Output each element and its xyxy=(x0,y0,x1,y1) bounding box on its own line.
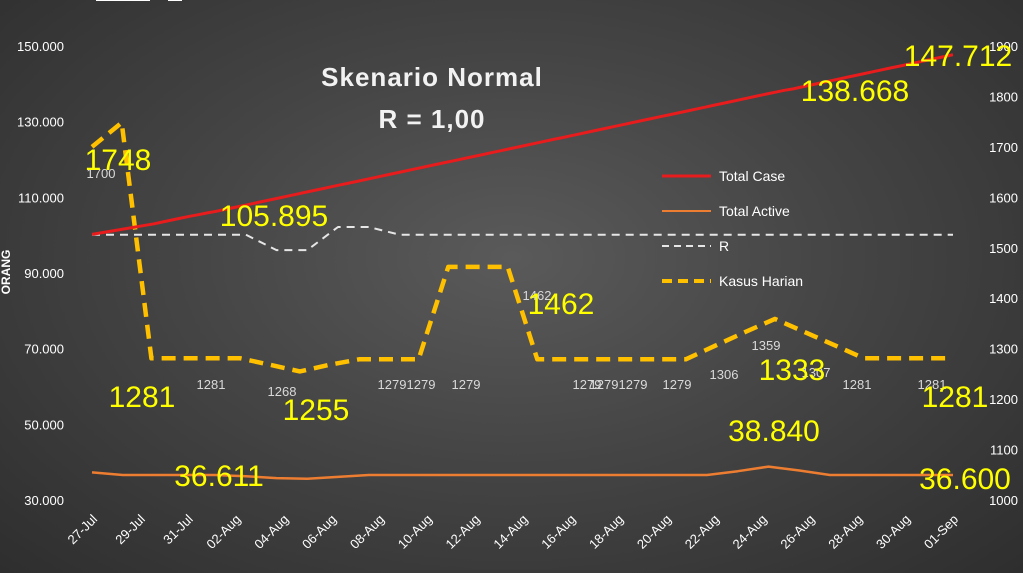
x-tick-label: 06-Aug xyxy=(299,512,339,552)
left-tick-label: 90.000 xyxy=(24,266,64,281)
right-tick-label: 1500 xyxy=(989,241,1018,256)
data-label-big: 1462 xyxy=(528,288,595,321)
left-tick-label: 30.000 xyxy=(24,493,64,508)
data-label-big: 138.668 xyxy=(801,75,909,108)
data-label-small: 1279 xyxy=(573,377,602,392)
x-tick-label: 29-Jul xyxy=(112,511,148,547)
right-tick-label: 1300 xyxy=(989,342,1018,357)
data-label-big: 1255 xyxy=(283,394,350,427)
right-tick-label: 1700 xyxy=(989,140,1018,155)
series-line-kasus-harian xyxy=(90,120,953,374)
x-tick-label: 02-Aug xyxy=(203,512,243,552)
data-label-small: 1281 xyxy=(843,377,872,392)
left-tick-label: 70.000 xyxy=(24,342,64,357)
x-tick-label: 26-Aug xyxy=(777,512,817,552)
right-tick-label: 1400 xyxy=(989,291,1018,306)
data-label-small: 1700 xyxy=(87,166,116,181)
data-label-big: 1748 xyxy=(85,144,152,177)
x-tick-label: 14-Aug xyxy=(490,512,530,552)
data-label-big: 147.712 xyxy=(904,40,1012,73)
right-axis-ticks: 1000 1100 1200 1300 1400 1500 1600 1700 1800 1900 xyxy=(989,39,1018,508)
x-tick-label: 20-Aug xyxy=(634,512,674,552)
x-tick-label: 08-Aug xyxy=(347,512,387,552)
x-tick-label: 18-Aug xyxy=(586,512,626,552)
series-line-total-case xyxy=(91,53,954,236)
right-tick-label: 1900 xyxy=(989,39,1018,54)
x-tick-label: 31-Jul xyxy=(160,511,196,547)
y-axis-label: ORANG xyxy=(0,250,13,295)
left-tick-label: 110.000 xyxy=(18,190,64,205)
left-axis-ticks: 30.000 50.000 70.000 90.000 110.000 130.000 15… xyxy=(17,39,64,508)
series-layer xyxy=(90,53,954,481)
data-label-big: 1281 xyxy=(922,381,989,414)
data-label-big: 1333 xyxy=(759,354,826,387)
data-label-small: 1462 xyxy=(523,288,552,303)
x-tick-label: 16-Aug xyxy=(538,512,578,552)
data-label-big: 1281 xyxy=(109,381,176,414)
x-tick-label: 30-Aug xyxy=(873,512,913,552)
chart-title: Skenario Normal xyxy=(321,62,543,92)
data-label-small: 1279 xyxy=(378,377,407,392)
x-tick-label: 24-Aug xyxy=(730,512,770,552)
legend: Total Case Total Active R Kasus Harian xyxy=(662,168,803,289)
x-tick-label: 04-Aug xyxy=(251,512,291,552)
left-tick-label: 130.000 xyxy=(17,115,64,130)
chart-subtitle: R = 1,00 xyxy=(378,104,485,134)
data-label-big: 38.840 xyxy=(728,415,820,448)
legend-total-case-label: Total Case xyxy=(719,168,785,184)
x-tick-label: 12-Aug xyxy=(443,512,483,552)
left-tick-label: 150.000 xyxy=(17,39,64,54)
x-tick-label: 28-Aug xyxy=(825,512,865,552)
x-tick-label: 01-Sep xyxy=(921,512,961,552)
data-label-big: 36.600 xyxy=(919,463,1011,496)
data-label-small: 1279 xyxy=(452,377,481,392)
data-label-small: 1307 xyxy=(802,365,831,380)
left-tick-label: 50.000 xyxy=(24,417,64,432)
data-label-big: 105.895 xyxy=(220,200,328,233)
data-label-small: 1279 xyxy=(590,377,619,392)
legend-kasus-harian-label: Kasus Harian xyxy=(719,273,803,289)
legend-r-label: R xyxy=(719,238,729,254)
series-line-r xyxy=(92,226,953,252)
x-tick-label: 22-Aug xyxy=(682,512,722,552)
x-tick-label: 10-Aug xyxy=(395,512,435,552)
series-line-total-active xyxy=(91,465,953,481)
data-label-small: 1279 xyxy=(407,377,436,392)
x-axis-ticks: 27-Jul 29-Jul 31-Jul 02-Aug 04-Aug 06-Aug 08-A… xyxy=(64,511,961,551)
data-label-small: 1279 xyxy=(663,377,692,392)
right-tick-label: 1000 xyxy=(989,493,1018,508)
right-tick-label: 1600 xyxy=(989,190,1018,205)
x-tick-label: 27-Jul xyxy=(64,511,100,547)
legend-total-active-label: Total Active xyxy=(719,203,790,219)
data-label-small: 1359 xyxy=(752,338,781,353)
data-label-small: 1281 xyxy=(918,377,947,392)
right-tick-label: 1200 xyxy=(989,392,1018,407)
data-label-small: 1268 xyxy=(268,384,297,399)
data-label-small: 1279 xyxy=(619,377,648,392)
data-label-big: 36.611 xyxy=(174,460,264,493)
data-label-small: 1281 xyxy=(197,377,226,392)
data-label-small: 1306 xyxy=(710,367,739,382)
right-tick-label: 1800 xyxy=(989,89,1018,104)
right-tick-label: 1100 xyxy=(990,443,1018,458)
